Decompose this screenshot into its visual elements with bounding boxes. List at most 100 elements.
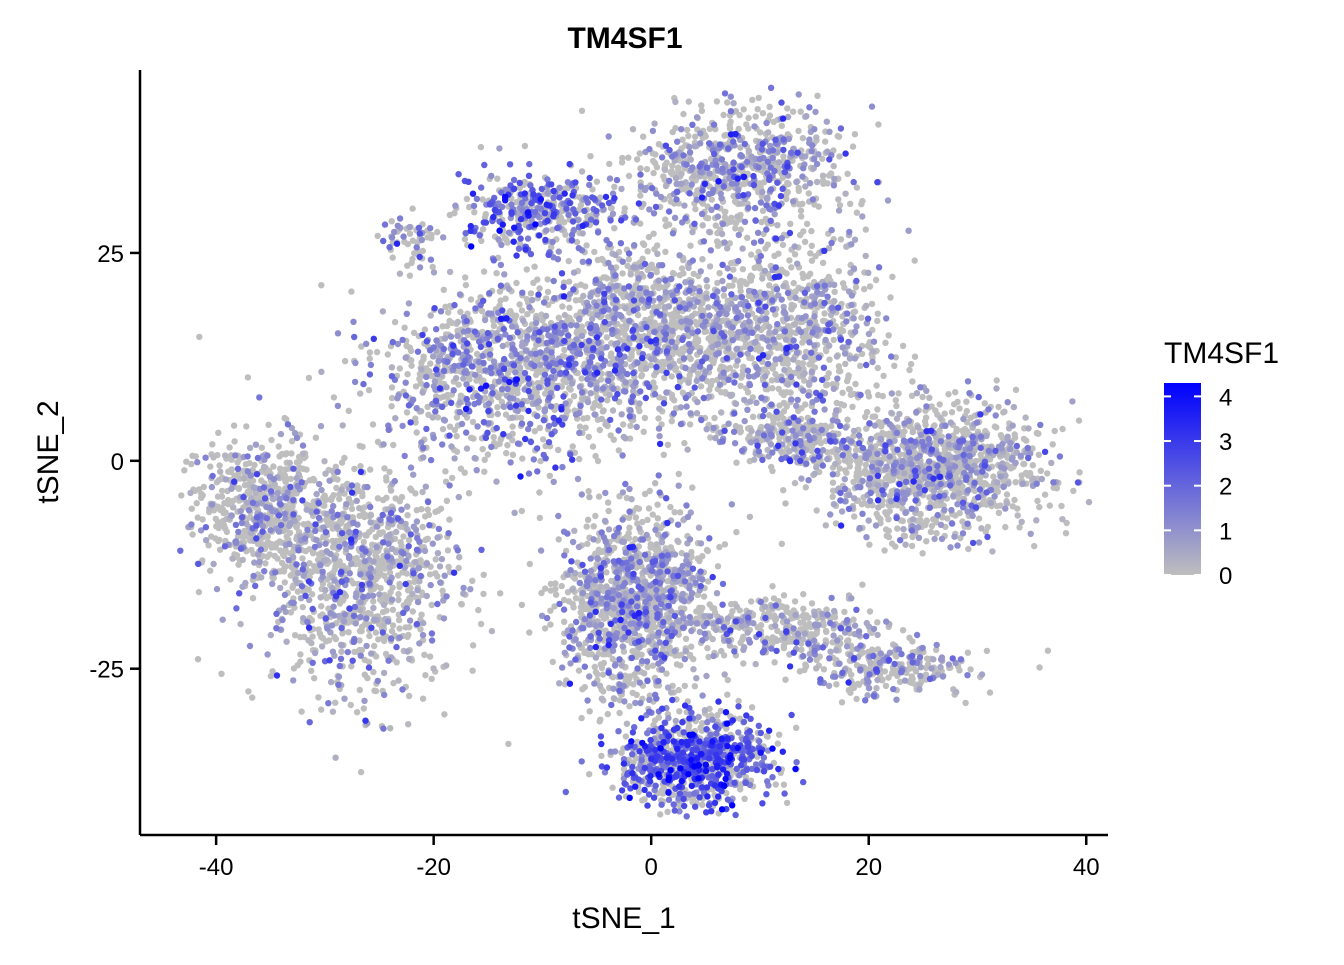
cell-point bbox=[591, 248, 598, 256]
cell-point bbox=[392, 495, 399, 502]
cell-point bbox=[446, 423, 454, 430]
cell-point bbox=[318, 603, 325, 610]
cell-point bbox=[272, 544, 279, 551]
cell-point bbox=[874, 406, 881, 413]
cell-point bbox=[875, 121, 882, 128]
cell-point bbox=[478, 308, 486, 315]
cell-point bbox=[288, 450, 295, 457]
cell-point bbox=[218, 670, 225, 677]
cell-point bbox=[298, 708, 305, 715]
cell-point bbox=[479, 445, 486, 453]
cell-point bbox=[611, 183, 618, 190]
cell-point bbox=[626, 524, 633, 531]
cell-point bbox=[294, 588, 302, 595]
cell-point bbox=[879, 429, 886, 437]
cell-point bbox=[975, 515, 983, 522]
cell-point bbox=[338, 536, 345, 543]
cell-point bbox=[390, 441, 397, 449]
cell-point bbox=[439, 323, 446, 330]
cell-point bbox=[681, 439, 688, 447]
cell-point bbox=[857, 362, 864, 369]
cell-point bbox=[644, 248, 651, 255]
cell-point bbox=[289, 503, 296, 510]
cell-point bbox=[245, 688, 252, 695]
cell-point bbox=[800, 274, 807, 282]
cell-point bbox=[583, 242, 590, 249]
cell-point bbox=[847, 200, 854, 207]
cell-point bbox=[281, 552, 288, 560]
cell-point bbox=[638, 373, 645, 380]
cell-point bbox=[215, 521, 222, 528]
cell-point bbox=[234, 533, 242, 540]
cell-point bbox=[784, 360, 791, 368]
cell-point bbox=[306, 560, 313, 567]
cell-point bbox=[378, 563, 385, 570]
cell-point bbox=[383, 494, 390, 501]
cell-point bbox=[270, 574, 277, 582]
cell-point bbox=[834, 132, 841, 140]
cell-point bbox=[859, 581, 866, 588]
cell-point bbox=[357, 463, 364, 470]
cell-point bbox=[772, 370, 779, 378]
cell-point bbox=[405, 536, 413, 544]
cell-point bbox=[570, 604, 577, 611]
cell-point bbox=[477, 143, 485, 151]
cell-point bbox=[289, 584, 296, 591]
cell-point bbox=[434, 228, 441, 236]
cell-point bbox=[497, 297, 504, 304]
cell-point bbox=[366, 349, 374, 356]
cell-point bbox=[404, 512, 411, 519]
cell-point bbox=[853, 469, 861, 476]
cell-point bbox=[640, 133, 647, 140]
cell-point bbox=[962, 699, 969, 707]
cell-point bbox=[503, 449, 510, 457]
cell-point bbox=[733, 459, 740, 466]
cell-point bbox=[755, 94, 762, 102]
cell-point bbox=[518, 507, 525, 515]
cell-point bbox=[388, 384, 396, 391]
cell-point bbox=[347, 577, 355, 584]
cell-point bbox=[729, 282, 736, 289]
cell-point bbox=[375, 636, 382, 643]
cell-point bbox=[207, 463, 214, 470]
cell-point bbox=[192, 453, 199, 460]
cell-point bbox=[716, 543, 723, 551]
cell-point bbox=[720, 111, 727, 119]
cell-point bbox=[714, 563, 722, 570]
cell-point bbox=[453, 414, 461, 421]
cell-point bbox=[189, 531, 196, 538]
cell-point bbox=[796, 668, 804, 675]
cell-point bbox=[490, 434, 497, 441]
cell-point bbox=[589, 443, 597, 450]
cell-point bbox=[615, 447, 622, 454]
cell-point bbox=[744, 234, 751, 241]
cell-point bbox=[837, 367, 844, 375]
cell-point bbox=[336, 600, 344, 607]
cell-point bbox=[598, 255, 606, 263]
cell-point bbox=[558, 582, 565, 590]
cell-point bbox=[802, 663, 810, 670]
cell-point bbox=[633, 691, 640, 698]
cell-point bbox=[595, 493, 603, 500]
cell-point bbox=[538, 589, 545, 597]
cell-point bbox=[332, 563, 339, 570]
cell-point bbox=[243, 423, 250, 430]
cell-point bbox=[318, 633, 325, 641]
cell-point bbox=[620, 421, 627, 428]
cell-point bbox=[209, 441, 216, 448]
cell-point bbox=[302, 547, 309, 555]
cell-point bbox=[373, 348, 381, 356]
cell-point bbox=[625, 172, 633, 180]
cell-point bbox=[795, 184, 802, 192]
cell-point bbox=[218, 493, 226, 500]
cell-point bbox=[808, 600, 816, 607]
cell-point bbox=[625, 154, 632, 161]
cell-point bbox=[956, 405, 963, 412]
cell-point bbox=[1012, 479, 1019, 486]
cell-point bbox=[797, 108, 804, 115]
cell-point bbox=[814, 92, 821, 100]
cell-point bbox=[681, 682, 688, 690]
cell-point bbox=[439, 587, 446, 594]
cell-point bbox=[893, 402, 900, 410]
cell-point bbox=[531, 428, 538, 435]
